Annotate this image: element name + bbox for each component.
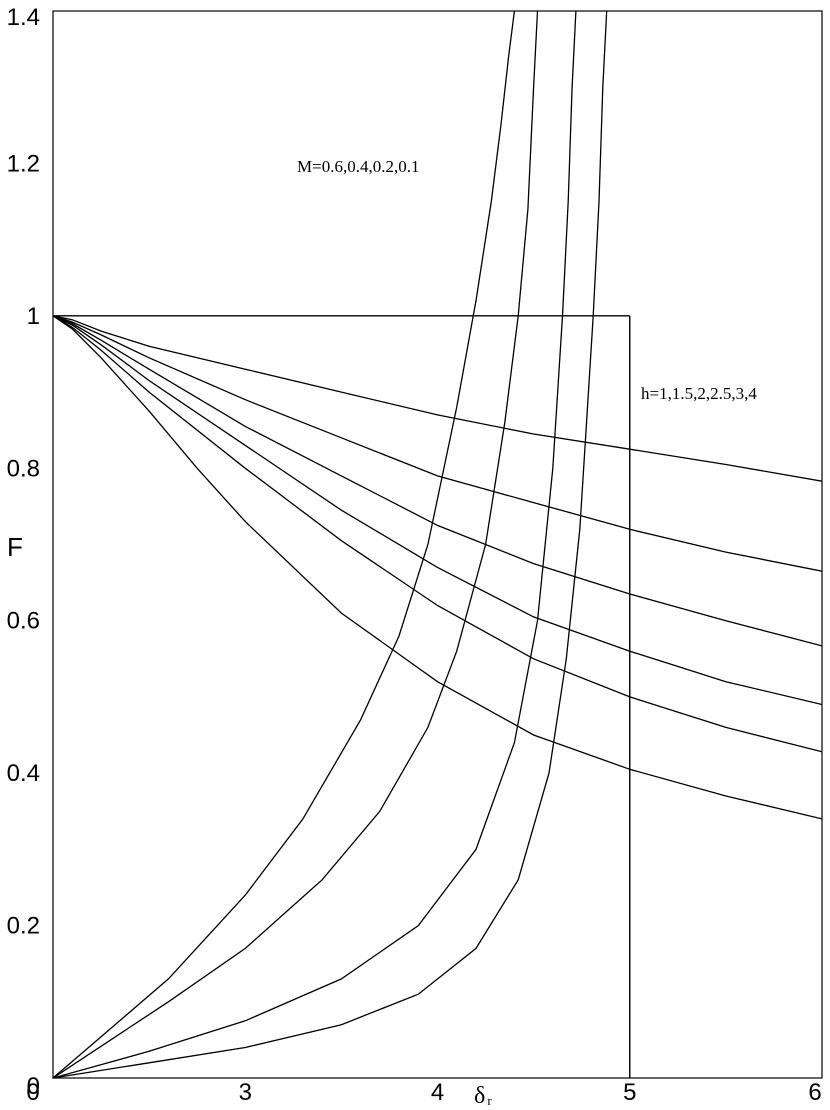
x-tick-labels: 0 3 4 5 6 xyxy=(26,1079,821,1106)
y-tick-labels: 0 0.2 0.4 0.6 0.8 1 1.2 1.4 xyxy=(7,4,40,1100)
h-annotation: h=1,1.5,2,2.5,3,4 xyxy=(641,384,757,403)
y-tick-label: 1.4 xyxy=(7,4,40,31)
y-tick-label: 0 xyxy=(27,1073,40,1100)
y-axis-label: F xyxy=(7,532,23,562)
series-m-line-4 xyxy=(53,11,608,1078)
m-annotation: M=0.6,0.4,0.2,0.1 xyxy=(297,157,419,176)
reference-lines xyxy=(53,315,631,1078)
series-h-line-6 xyxy=(53,315,822,820)
x-tick-label: 5 xyxy=(623,1079,636,1106)
y-tick-label: 0.6 xyxy=(7,608,40,635)
x-tick-label: 3 xyxy=(239,1079,252,1106)
x-axis-label-subscript: r xyxy=(487,1093,492,1108)
y-tick-label: 0.8 xyxy=(7,455,40,482)
series-m-line-1 xyxy=(53,11,516,1078)
series-h-line-2 xyxy=(53,315,822,572)
plot-border xyxy=(52,10,823,1079)
y-tick-label: 0.4 xyxy=(7,760,40,787)
plot-frame xyxy=(52,10,823,1079)
series-h-line-3 xyxy=(53,315,822,647)
x-tick-label: 6 xyxy=(808,1079,821,1106)
y-tick-label: 0.2 xyxy=(7,913,40,940)
series-h-line-1 xyxy=(53,315,822,482)
y-tick-label: 1.2 xyxy=(7,150,40,177)
x-tick-label: 0 xyxy=(26,1079,39,1106)
x-tick-label: 4 xyxy=(431,1079,444,1106)
series-group xyxy=(53,11,822,1078)
x-axis-label-symbol: δ xyxy=(474,1083,485,1109)
series-m-line-3 xyxy=(53,11,577,1078)
y-tick-label: 1 xyxy=(27,303,40,330)
series-h-line-4 xyxy=(53,315,822,706)
series-m-line-2 xyxy=(53,11,539,1078)
series-h-line-5 xyxy=(53,315,822,753)
